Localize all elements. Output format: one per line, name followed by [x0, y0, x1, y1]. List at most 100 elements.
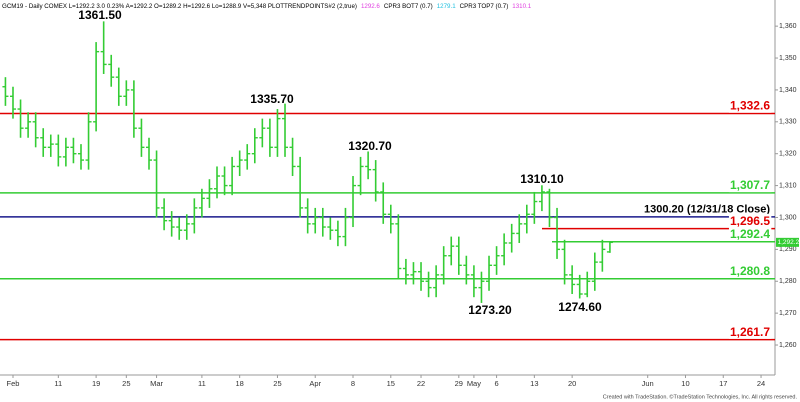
ohlc-bar — [62, 137, 69, 167]
y-tick-label: 1,260 — [779, 342, 797, 349]
ohlc-bar — [214, 166, 221, 199]
x-tick-label: 22 — [417, 379, 425, 388]
pivot-label: 1320.70 — [348, 139, 392, 153]
ohlc-bar — [531, 191, 538, 224]
ohlc-bar — [146, 137, 153, 170]
ohlc-bar — [85, 112, 92, 170]
ohlc-bar — [55, 134, 62, 167]
x-tick-label: 11 — [198, 379, 206, 388]
ohlc-bar — [251, 128, 258, 164]
level-label: 1,280.8 — [730, 264, 770, 278]
level-label-bg — [728, 324, 772, 339]
ohlc-bar — [372, 160, 379, 202]
ohlc-bar — [546, 188, 553, 228]
level-label: 1,292.4 — [730, 227, 770, 241]
y-tick-label: 1,360 — [779, 23, 797, 30]
ohlc-bar — [115, 67, 122, 106]
x-tick-label: Apr — [309, 379, 321, 388]
ohlc-bar — [387, 204, 394, 234]
y-tick-label: 1,270 — [779, 310, 797, 317]
level-label: 1300.20 (12/31/18 Close) — [644, 204, 770, 216]
x-tick-label: 24 — [757, 379, 765, 388]
ohlc-bar — [93, 42, 100, 132]
ohlc-bar — [312, 207, 319, 234]
footer: Created with TradeStation. ©TradeStation… — [603, 393, 798, 400]
ohlc-bar — [2, 77, 9, 106]
level-label: 1,261.7 — [730, 325, 770, 339]
ohlc-bar — [538, 185, 545, 212]
ohlc-bar — [569, 265, 576, 295]
x-tick-label: 18 — [236, 379, 244, 388]
ohlc-bar — [418, 262, 425, 291]
level-label-bg — [728, 263, 772, 278]
x-tick-label: Feb — [7, 379, 20, 388]
ohlc-bar — [77, 144, 84, 170]
ohlc-bar — [153, 150, 160, 218]
x-tick-label: 6 — [494, 379, 498, 388]
ohlc-bar — [342, 207, 349, 247]
ohlc-bar — [425, 271, 432, 298]
ohlc-bar — [168, 211, 175, 237]
x-tick-label: 25 — [273, 379, 281, 388]
ohlc-bar — [365, 151, 372, 180]
header-part: 1292.6 — [361, 3, 380, 10]
ohlc-bar — [229, 156, 236, 196]
level-label-bg — [728, 98, 772, 113]
ohlc-bar — [70, 137, 77, 164]
header-part: 1279.1 — [437, 3, 456, 10]
level-label: 1,296.5 — [730, 214, 770, 228]
y-tick-label: 1,290 — [779, 246, 797, 253]
x-tick-label: 15 — [387, 379, 395, 388]
x-tick-label: May — [467, 379, 481, 388]
level-label-bg — [728, 178, 772, 193]
ohlc-bar — [554, 207, 561, 259]
y-tick-label: 1,330 — [779, 119, 797, 126]
ohlc-bar — [138, 118, 145, 157]
ohlc-bar — [591, 252, 598, 291]
header-part: CPR3 BOT7 (0.7) — [384, 3, 433, 10]
y-tick-label: 1,320 — [779, 151, 797, 158]
x-tick-label: 17 — [719, 379, 727, 388]
header-part: CPR3 TOP7 (0.7) — [460, 3, 509, 10]
ohlc-bar — [493, 246, 500, 275]
ohlc-bar — [244, 144, 251, 170]
y-tick-label: 1,340 — [779, 87, 797, 94]
ohlc-bar — [259, 118, 266, 148]
level-label-bg — [728, 213, 772, 228]
ohlc-bar — [289, 137, 296, 177]
ohlc-bar — [161, 198, 168, 231]
ohlc-bar — [350, 176, 357, 228]
x-tick-label: 10 — [681, 379, 689, 388]
ohlc-bar — [266, 118, 273, 157]
x-tick-label: 13 — [530, 379, 538, 388]
ohlc-bar — [327, 217, 334, 240]
x-tick-label: Jun — [642, 379, 654, 388]
y-tick-label: 1,300 — [779, 214, 797, 221]
y-tick-label: 1,310 — [779, 182, 797, 189]
pivot-label: 1335.70 — [250, 92, 294, 106]
ohlc-bar — [561, 239, 568, 285]
ohlc-bar — [32, 112, 39, 148]
ohlc-bar — [599, 239, 606, 272]
ohlc-bar — [606, 241, 613, 253]
ohlc-bar — [380, 182, 387, 224]
x-tick-label: 20 — [568, 379, 576, 388]
level-label-bg — [728, 226, 772, 241]
header-part: GCM19 - Daily COMEX L=1292.2 3.0 0.23% A… — [2, 3, 357, 10]
ohlc-bar — [440, 246, 447, 285]
x-tick-label: 11 — [54, 379, 62, 388]
ohlc-bar — [100, 21, 107, 74]
ohlc-bar — [108, 54, 115, 87]
x-tick-label: 25 — [122, 379, 130, 388]
ohlc-bar — [516, 214, 523, 243]
x-tick-label: Mar — [150, 379, 163, 388]
ohlc-bar — [455, 236, 462, 275]
ohlc-bar — [130, 80, 137, 138]
last-price-tag — [776, 237, 799, 247]
ohlc-bar — [463, 255, 470, 285]
ohlc-bar — [206, 179, 213, 208]
ohlc-bar — [478, 271, 485, 303]
level-label: 1,307.7 — [730, 178, 770, 192]
ohlc-bar — [486, 255, 493, 291]
